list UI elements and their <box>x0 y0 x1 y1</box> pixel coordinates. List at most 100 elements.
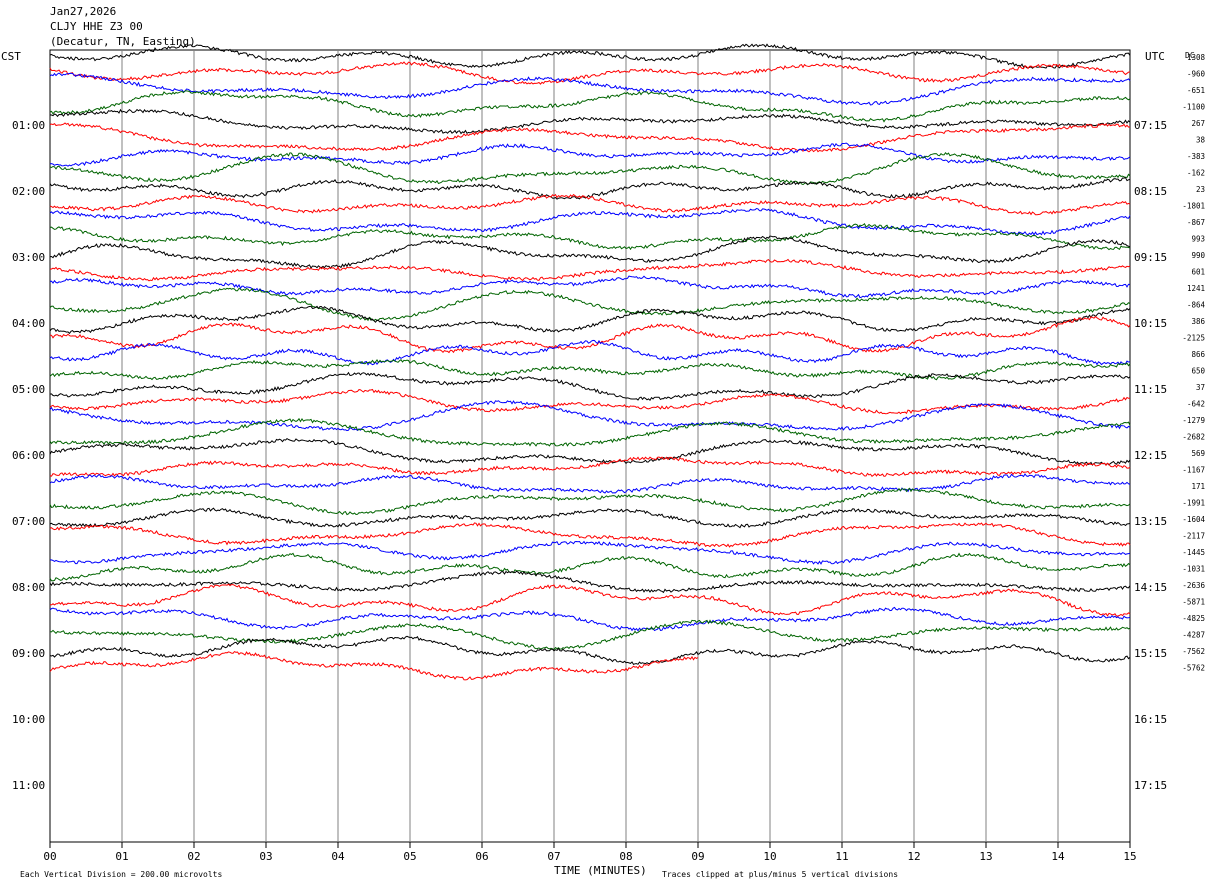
cst-zone-label: CST <box>1 50 21 63</box>
dc-offset-label: 569 <box>1191 449 1205 458</box>
dc-offset-label: -383 <box>1187 152 1205 161</box>
dc-offset-label: -1604 <box>1182 515 1205 524</box>
cst-hour-label: 06:00 <box>12 449 45 462</box>
dc-offset-label: 37 <box>1196 383 1205 392</box>
x-tick-label: 12 <box>907 850 920 863</box>
dc-column-label: DC <box>1185 51 1195 60</box>
dc-offset-label: -1031 <box>1182 565 1205 574</box>
dc-offset-label: 267 <box>1191 119 1205 128</box>
waveform-trace <box>49 487 1131 516</box>
x-tick-label: 03 <box>259 850 272 863</box>
x-axis-ticks: 00 01 02 03 04 05 06 07 08 09 10 11 12 13 14 15 <box>43 842 1137 863</box>
dc-offset-label: -2117 <box>1182 532 1205 541</box>
dc-offset-label: 1241 <box>1187 284 1205 293</box>
plot-frame <box>49 49 1131 843</box>
utc-zone-label: UTC <box>1145 50 1165 63</box>
dc-offset-label: -2636 <box>1182 581 1205 590</box>
waveform-trace <box>49 207 1131 236</box>
x-tick-label: 14 <box>1051 850 1065 863</box>
waveform-trace <box>49 305 1131 335</box>
cst-hour-label: 08:00 <box>12 581 45 594</box>
xaxis-title: TIME (MINUTES) <box>554 864 647 877</box>
x-tick-label: 10 <box>763 850 776 863</box>
cst-hour-label: 04:00 <box>12 317 45 330</box>
dc-offset-labels: 1308 -960 -651 -1100 267 38 -383 -162 23 -1801 -86… <box>1182 53 1205 673</box>
waveform-trace <box>49 142 1131 167</box>
waveform-trace <box>49 223 1131 251</box>
x-tick-label: 00 <box>43 850 56 863</box>
dc-offset-label: -2682 <box>1182 433 1205 442</box>
dc-offset-label: -642 <box>1187 400 1205 409</box>
cst-hour-label: 05:00 <box>12 383 45 396</box>
utc-hour-label: 08:15 <box>1134 185 1167 198</box>
x-tick-label: 07 <box>547 850 560 863</box>
waveform-trace <box>49 540 1131 565</box>
dc-offset-label: -1445 <box>1182 548 1205 557</box>
cst-hour-label: 09:00 <box>12 647 45 660</box>
utc-hour-label: 09:15 <box>1134 251 1167 264</box>
dc-offset-label: 993 <box>1191 235 1205 244</box>
waveform-trace <box>49 417 1131 447</box>
dc-offset-label: -1100 <box>1182 103 1205 112</box>
cst-hour-label: 07:00 <box>12 515 45 528</box>
x-tick-label: 04 <box>331 850 345 863</box>
cst-hour-labels: 01:00 02:00 03:00 04:00 05:00 06:00 07:00 08:00… <box>12 119 45 792</box>
dc-offset-label: 171 <box>1191 482 1205 491</box>
waveform-trace <box>49 235 1131 270</box>
dc-offset-label: 38 <box>1196 136 1206 145</box>
waveform-trace <box>49 108 1131 135</box>
dc-offset-label: 601 <box>1191 268 1205 277</box>
x-tick-label: 11 <box>835 850 848 863</box>
dc-offset-label: 386 <box>1191 317 1205 326</box>
cst-hour-label: 02:00 <box>12 185 45 198</box>
header-date: Jan27,2026 <box>50 5 117 18</box>
dc-offset-label: -1167 <box>1182 466 1205 475</box>
waveform-trace <box>49 90 1131 123</box>
x-tick-label: 05 <box>403 850 416 863</box>
waveform-trace <box>49 552 1131 582</box>
dc-offset-label: -5871 <box>1182 598 1205 607</box>
waveform-trace <box>49 570 1131 594</box>
waveform-trace <box>49 258 1131 282</box>
waveform-trace <box>49 456 1131 478</box>
x-tick-label: 02 <box>187 850 200 863</box>
header-location: (Decatur, TN, Easting) <box>50 35 196 48</box>
waveform-trace <box>49 522 1131 548</box>
waveform-trace <box>49 507 1131 529</box>
utc-hour-label: 15:15 <box>1134 647 1167 660</box>
waveform-trace <box>49 606 1131 632</box>
dc-offset-label: -4825 <box>1182 614 1205 623</box>
waveform-trace <box>49 61 1131 85</box>
x-tick-label: 01 <box>115 850 128 863</box>
dc-offset-label: -5762 <box>1182 664 1205 673</box>
header-station: CLJY HHE Z3 00 <box>50 20 143 33</box>
minute-gridlines <box>121 50 1059 842</box>
dc-offset-label: -1801 <box>1182 202 1205 211</box>
waveform-trace <box>49 287 1131 322</box>
dc-offset-label: 23 <box>1196 185 1205 194</box>
utc-hour-label: 13:15 <box>1134 515 1167 528</box>
waveform-trace <box>49 315 1131 354</box>
utc-hour-label: 17:15 <box>1134 779 1167 792</box>
footnote-clip: Traces clipped at plus/minus 5 vertical … <box>662 870 899 879</box>
waveform-trace <box>49 583 1131 617</box>
dc-offset-label: -960 <box>1187 70 1206 79</box>
cst-hour-label: 10:00 <box>12 713 45 726</box>
dc-offset-label: -7562 <box>1182 647 1205 656</box>
x-tick-label: 09 <box>691 850 704 863</box>
utc-hour-labels: 07:15 08:15 09:15 10:15 11:15 12:15 13:15 14:15… <box>1134 119 1167 792</box>
dc-offset-label: -864 <box>1187 301 1206 310</box>
dc-offset-label: 990 <box>1191 251 1205 260</box>
waveform-trace <box>49 43 1131 69</box>
dc-offset-label: -162 <box>1187 169 1205 178</box>
dc-offset-label: -867 <box>1187 218 1205 227</box>
utc-hour-label: 16:15 <box>1134 713 1167 726</box>
dc-offset-label: 1308 <box>1187 53 1206 62</box>
waveform-trace <box>49 650 699 681</box>
x-tick-label: 15 <box>1123 850 1136 863</box>
x-tick-label: 08 <box>619 850 632 863</box>
waveform-trace <box>49 400 1131 432</box>
utc-hour-label: 10:15 <box>1134 317 1167 330</box>
waveform-trace <box>49 437 1131 466</box>
